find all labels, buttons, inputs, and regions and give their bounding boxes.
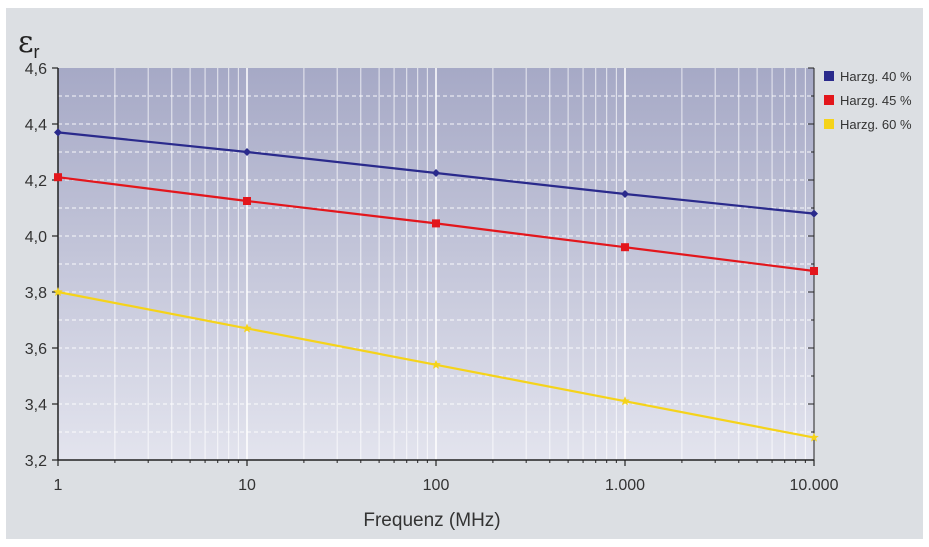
y-tick-label: 4,4 [25, 117, 47, 134]
y-axis-symbol: ε [18, 25, 34, 60]
data-point [431, 359, 441, 369]
data-point [243, 197, 251, 205]
legend-label: Harzg. 45 % [840, 93, 912, 108]
legend: Harzg. 40 % Harzg. 45 % Harzg. 60 % [824, 69, 912, 132]
legend-swatch [824, 119, 834, 129]
legend-item: Harzg. 45 % [824, 93, 912, 108]
chart-panel: 3,2 3,4 3,6 3,8 4,0 4,2 4,4 4,6 1 10 100 1.000 10.0… [6, 8, 923, 539]
data-point [621, 190, 629, 198]
data-point [810, 267, 818, 275]
data-point [242, 323, 252, 333]
y-tick-label: 3,4 [25, 397, 47, 414]
x-tick-labels: 1 10 100 1.000 10.000 [54, 477, 839, 494]
legend-label: Harzg. 60 % [840, 117, 912, 132]
y-tick-label: 3,6 [25, 341, 47, 358]
x-tick-label: 1.000 [605, 477, 645, 494]
x-tick-label: 100 [423, 477, 450, 494]
data-point [621, 243, 629, 252]
data-point [432, 169, 440, 177]
data-point [809, 432, 819, 442]
legend-label: Harzg. 40 % [840, 69, 912, 84]
data-point [54, 173, 62, 182]
y-tick-label: 4,6 [25, 61, 47, 78]
x-tick-label: 1 [54, 477, 63, 494]
y-axis-subscript: r [34, 42, 40, 62]
grid [58, 68, 814, 460]
data-point [53, 287, 63, 297]
data-point [54, 128, 62, 137]
data-point [243, 148, 251, 156]
series-2 [54, 173, 818, 275]
x-tick-label: 10.000 [790, 477, 839, 494]
series-group [53, 128, 819, 442]
series-3 [53, 287, 819, 442]
data-point [810, 209, 818, 218]
chart-svg: 3,2 3,4 3,6 3,8 4,0 4,2 4,4 4,6 1 10 100 1.000 10.0… [18, 25, 912, 531]
y-axis-label: εr [18, 25, 40, 62]
legend-item: Harzg. 40 % [824, 69, 912, 84]
legend-item: Harzg. 60 % [824, 117, 912, 132]
legend-swatch [824, 95, 834, 105]
y-tick-labels: 3,2 3,4 3,6 3,8 4,0 4,2 4,4 4,6 [25, 61, 47, 470]
x-tick-label: 10 [238, 477, 256, 494]
data-point [620, 396, 630, 406]
data-point [432, 219, 440, 228]
y-tick-label: 4,2 [25, 173, 47, 190]
x-axis-label: Frequenz (MHz) [363, 510, 500, 531]
y-tick-label: 3,2 [25, 453, 47, 470]
y-tick-label: 4,0 [25, 229, 47, 246]
y-tick-label: 3,8 [25, 285, 47, 302]
legend-swatch [824, 71, 834, 81]
series-1 [54, 128, 818, 218]
